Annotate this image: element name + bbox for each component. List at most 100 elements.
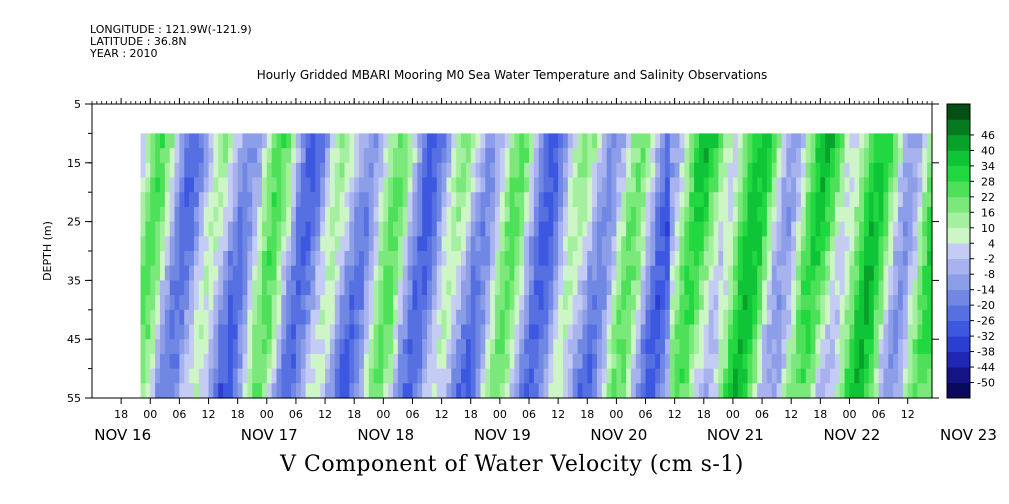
heatmap-cell bbox=[349, 309, 355, 326]
heatmap-cell bbox=[664, 133, 671, 149]
heatmap-cell bbox=[742, 133, 749, 149]
heatmap-cell bbox=[349, 192, 355, 208]
heatmap-cell bbox=[223, 339, 229, 355]
heatmap-cell bbox=[864, 251, 870, 267]
heatmap-cell bbox=[203, 251, 210, 267]
heatmap-cell bbox=[169, 383, 176, 399]
heatmap-cell bbox=[669, 280, 676, 296]
heatmap-cell bbox=[315, 192, 321, 208]
heatmap-cell bbox=[446, 148, 452, 164]
heatmap-cell bbox=[368, 206, 375, 223]
heatmap-cell bbox=[291, 383, 297, 399]
heatmap-cell bbox=[402, 280, 409, 296]
heatmap-cell bbox=[834, 192, 841, 208]
heatmap-cell bbox=[873, 236, 880, 252]
heatmap-cell bbox=[402, 162, 409, 179]
heatmap-cell bbox=[184, 324, 190, 340]
heatmap-cell bbox=[373, 133, 380, 149]
heatmap-cell bbox=[174, 162, 180, 179]
heatmap-cell bbox=[912, 192, 919, 208]
heatmap-cell bbox=[383, 295, 389, 311]
heatmap-cell bbox=[723, 368, 729, 384]
heatmap-cell bbox=[281, 177, 287, 193]
heatmap-cell bbox=[276, 192, 282, 208]
heatmap-cell bbox=[839, 133, 846, 149]
heatmap-cell bbox=[465, 177, 472, 193]
heatmap-cell bbox=[752, 295, 758, 311]
heatmap-cell bbox=[179, 368, 185, 384]
x-axis-label: V Component of Water Velocity (cm s-1) bbox=[280, 452, 744, 477]
heatmap-cell bbox=[193, 368, 200, 384]
heatmap-cell bbox=[577, 251, 584, 267]
heatmap-cell bbox=[223, 368, 229, 384]
heatmap-cell bbox=[499, 236, 506, 252]
heatmap-cell bbox=[339, 280, 346, 296]
heatmap-cell bbox=[839, 221, 846, 237]
heatmap-cell bbox=[689, 192, 695, 208]
heatmap-cell bbox=[344, 265, 350, 281]
heatmap-cell bbox=[582, 177, 588, 193]
heatmap-cell bbox=[728, 368, 734, 384]
heatmap-cell bbox=[606, 133, 613, 149]
heatmap-cell bbox=[533, 309, 540, 326]
heatmap-cell bbox=[431, 192, 438, 208]
heatmap-cell bbox=[412, 265, 418, 281]
heatmap-cell bbox=[548, 192, 554, 208]
heatmap-cell bbox=[295, 353, 302, 370]
heatmap-cell bbox=[830, 383, 836, 399]
heatmap-cell bbox=[514, 295, 520, 311]
heatmap-cell bbox=[582, 295, 588, 311]
heatmap-cell bbox=[203, 353, 210, 370]
heatmap-cell bbox=[164, 162, 171, 179]
heatmap-cell bbox=[854, 192, 860, 208]
heatmap-cell bbox=[543, 221, 550, 237]
heatmap-cell bbox=[227, 133, 234, 149]
heatmap-cell bbox=[397, 236, 404, 252]
heatmap-cell bbox=[800, 221, 807, 237]
heatmap-cell bbox=[630, 236, 637, 252]
heatmap-cell bbox=[596, 383, 603, 399]
heatmap-cell bbox=[509, 383, 516, 399]
heatmap-cell bbox=[509, 148, 516, 164]
heatmap-cell bbox=[781, 353, 787, 370]
heatmap-cell bbox=[762, 133, 768, 149]
heatmap-cell bbox=[728, 295, 734, 311]
heatmap-cell bbox=[519, 177, 525, 193]
heatmap-cell bbox=[407, 368, 414, 384]
heatmap-cell bbox=[917, 383, 923, 399]
heatmap-cell bbox=[907, 133, 914, 149]
heatmap-cell bbox=[815, 339, 821, 355]
heatmap-cell bbox=[208, 383, 214, 399]
heatmap-cell bbox=[344, 133, 350, 149]
heatmap-cell bbox=[334, 177, 341, 193]
heatmap-cell bbox=[509, 280, 516, 296]
heatmap-cell bbox=[140, 177, 147, 193]
heatmap-cell bbox=[397, 339, 404, 355]
heatmap-cell bbox=[582, 383, 588, 399]
heatmap-cell bbox=[708, 251, 715, 267]
heatmap-cell bbox=[543, 206, 550, 223]
heatmap-cell bbox=[145, 353, 151, 370]
heatmap-cell bbox=[281, 133, 287, 149]
heatmap-cell bbox=[689, 265, 695, 281]
heatmap-cell bbox=[393, 309, 399, 326]
heatmap-cell bbox=[912, 309, 919, 326]
heatmap-cell bbox=[660, 265, 666, 281]
heatmap-cell bbox=[499, 148, 506, 164]
heatmap-cell bbox=[140, 324, 147, 340]
heatmap-cell bbox=[295, 251, 302, 267]
heatmap-cell bbox=[902, 295, 909, 311]
heatmap-cell bbox=[417, 383, 423, 399]
heatmap-cell bbox=[791, 309, 797, 326]
heatmap-cell bbox=[232, 148, 239, 164]
heatmap-cell bbox=[325, 309, 331, 326]
colorbar-swatch bbox=[947, 305, 970, 321]
heatmap-cell bbox=[694, 133, 700, 149]
colorbar-label: -20 bbox=[977, 299, 995, 312]
heatmap-cell bbox=[388, 162, 394, 179]
heatmap-cell bbox=[198, 353, 205, 370]
heatmap-cell bbox=[257, 324, 263, 340]
heatmap-cell bbox=[664, 177, 671, 193]
heatmap-cell bbox=[388, 206, 394, 223]
heatmap-cell bbox=[461, 206, 467, 223]
